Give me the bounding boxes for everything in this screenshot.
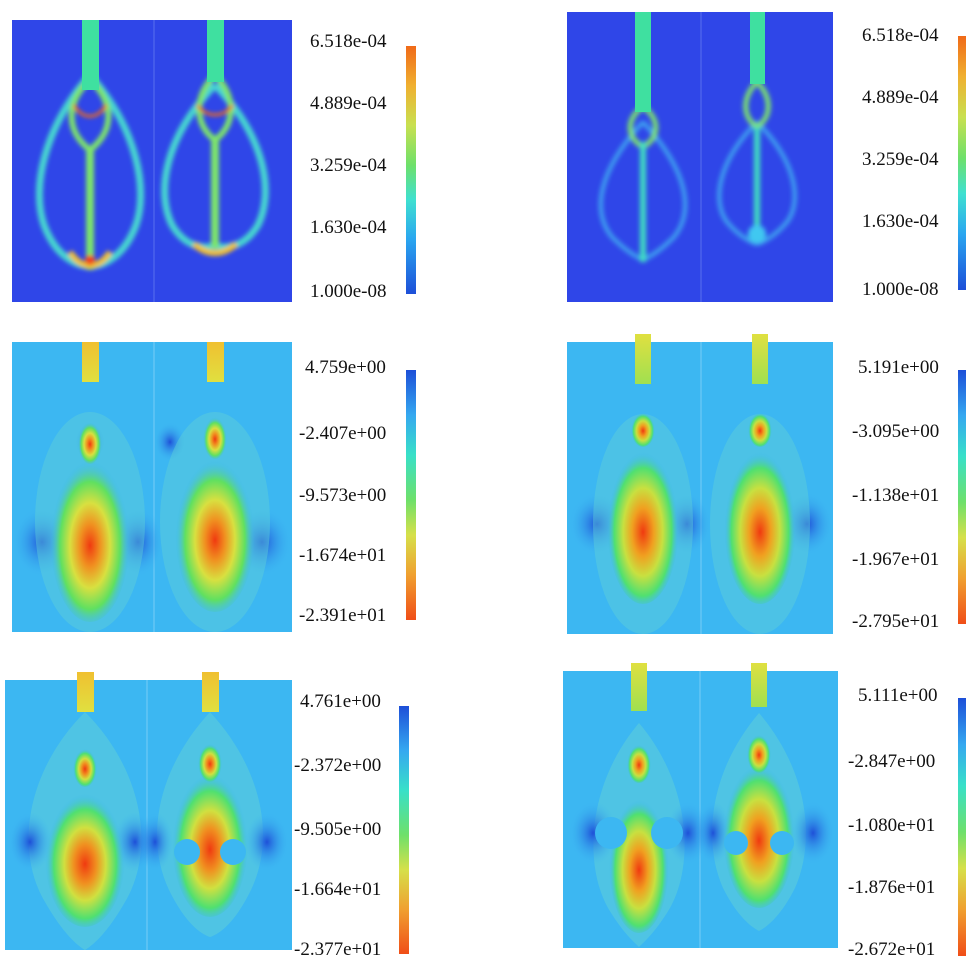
panel-e-tick-5: -2.377e+01 bbox=[294, 939, 382, 960]
panel-d-plot bbox=[567, 334, 833, 634]
panel-c-tick-4: -1.674e+01 bbox=[299, 545, 387, 566]
panel-c-plot bbox=[12, 342, 292, 632]
panel-f-colorbar bbox=[958, 698, 966, 956]
panel-b-tick-3: 3.259e-04 bbox=[862, 149, 939, 170]
panel-e-tick-4: -1.664e+01 bbox=[294, 879, 382, 900]
panel-b-colorbar bbox=[958, 36, 966, 290]
panel-c-tick-1: 4.759e+00 bbox=[305, 357, 386, 378]
panel-c-colorbar bbox=[406, 370, 416, 620]
panel-d-tick-5: -2.795e+01 bbox=[852, 611, 940, 632]
panel-a-plot bbox=[12, 20, 292, 302]
panel-f-tick-3: -1.080e+01 bbox=[848, 815, 936, 836]
panel-b-tick-5: 1.000e-08 bbox=[862, 279, 939, 300]
panel-d-tick-2: -3.095e+00 bbox=[852, 421, 940, 442]
panel-e-colorbar bbox=[399, 706, 409, 954]
panel-a-tick-5: 1.000e-08 bbox=[310, 281, 387, 302]
panel-f-tick-5: -2.672e+01 bbox=[848, 939, 936, 960]
panel-a-colorbar bbox=[406, 46, 416, 294]
panel-f-tick-2: -2.847e+00 bbox=[848, 751, 936, 772]
panel-e-tick-2: -2.372e+00 bbox=[294, 755, 382, 776]
panel-b-plot bbox=[567, 12, 833, 302]
panel-b-tick-2: 4.889e-04 bbox=[862, 87, 939, 108]
panel-a-tick-3: 3.259e-04 bbox=[310, 155, 387, 176]
panel-b-tick-4: 1.630e-04 bbox=[862, 211, 939, 232]
panel-a-tick-2: 4.889e-04 bbox=[310, 93, 387, 114]
panel-d-tick-1: 5.191e+00 bbox=[858, 357, 939, 378]
panel-f-tick-1: 5.111e+00 bbox=[858, 685, 938, 706]
panel-f-tick-4: -1.876e+01 bbox=[848, 877, 936, 898]
panel-e-plot bbox=[5, 672, 292, 950]
panel-c-tick-3: -9.573e+00 bbox=[299, 485, 387, 506]
panel-e-tick-3: -9.505e+00 bbox=[294, 819, 382, 840]
panel-d-colorbar bbox=[958, 370, 966, 624]
panel-e-tick-1: 4.761e+00 bbox=[300, 691, 381, 712]
panel-c-tick-5: -2.391e+01 bbox=[299, 605, 387, 626]
panel-b-tick-1: 6.518e-04 bbox=[862, 25, 939, 46]
panel-d-tick-3: -1.138e+01 bbox=[852, 485, 940, 506]
panel-f-plot bbox=[563, 663, 838, 948]
panel-c-tick-2: -2.407e+00 bbox=[299, 423, 387, 444]
panel-a-tick-4: 1.630e-04 bbox=[310, 217, 387, 238]
panel-d-tick-4: -1.967e+01 bbox=[852, 549, 940, 570]
panel-a-tick-1: 6.518e-04 bbox=[310, 31, 387, 52]
